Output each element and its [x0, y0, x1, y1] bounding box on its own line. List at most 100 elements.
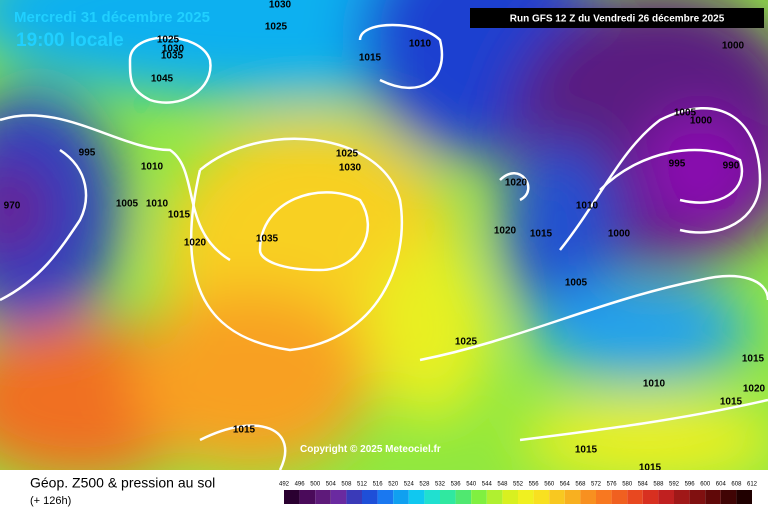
colorbar-label: 524 [404, 482, 415, 488]
colorbar-cell [736, 490, 752, 504]
isobar-label: 1000 [690, 116, 713, 127]
map-time: 19:00 locale [16, 30, 124, 51]
colorbar-label: 520 [388, 482, 399, 488]
isobar-label: 1005 [565, 278, 588, 289]
colorbar-label: 580 [622, 482, 633, 488]
colorbar-label: 588 [653, 482, 664, 488]
colorbar-label: 604 [716, 482, 727, 488]
copyright: Copyright © 2025 Meteociel.fr [300, 444, 441, 455]
isobar-labels: 1030102510101015100010251030103510459951… [4, 0, 766, 474]
colorbar-cell [315, 490, 331, 504]
isobar-label: 1015 [359, 53, 382, 64]
isobar-label: 1015 [639, 463, 662, 474]
isobar-label: 1020 [184, 238, 207, 249]
colorbar-label: 500 [310, 482, 321, 488]
map-field [0, 0, 768, 470]
colorbar-cell [611, 490, 628, 504]
colorbar-cell [299, 490, 316, 504]
colorbar-label: 600 [700, 482, 711, 488]
isobar-label: 1025 [336, 149, 359, 160]
colorbar-cell [330, 490, 347, 504]
colorbar-cell [689, 490, 706, 504]
colorbar-label: 540 [466, 482, 477, 488]
isobar-label: 1025 [265, 22, 288, 33]
colorbar-label: 568 [575, 482, 586, 488]
isobar-label: 1015 [575, 445, 598, 456]
colorbar-cell [533, 490, 550, 504]
colorbar-label: 516 [373, 482, 384, 488]
isobar-label: 1015 [742, 354, 765, 365]
colorbar-cell [627, 490, 643, 504]
colorbar-label: 612 [747, 482, 758, 488]
colorbar-cell [362, 490, 378, 504]
colorbar-label: 584 [638, 482, 649, 488]
colorbar-label: 528 [419, 482, 430, 488]
colorbar-cell [720, 490, 737, 504]
isobar-label: 1010 [146, 199, 169, 210]
colorbar-cell [377, 490, 394, 504]
isobar-label: 1005 [674, 108, 697, 119]
isobar-label: 995 [79, 148, 96, 159]
isobar-label: 1010 [576, 201, 599, 212]
run-info: Run GFS 12 Z du Vendredi 26 décembre 202… [510, 14, 725, 25]
isobar-label: 1025 [455, 337, 478, 348]
isobar-label: 1030 [162, 44, 185, 55]
colorbar-label: 492 [279, 482, 290, 488]
isobar-label: 1025 [157, 35, 180, 46]
isobar-label: 1035 [256, 234, 279, 245]
isobar-label: 990 [723, 161, 740, 172]
colorbar-label: 556 [529, 482, 540, 488]
isobar-label: 1015 [168, 210, 191, 221]
colorbar-cell [502, 490, 518, 504]
colorbar-cell [549, 490, 565, 504]
colorbar-label: 572 [591, 482, 602, 488]
isobar-label: 1020 [743, 384, 766, 395]
isobar-label: 1045 [151, 74, 174, 85]
colorbar-label: 608 [731, 482, 742, 488]
colorbar-cell [471, 490, 487, 504]
colorbar-label: 544 [482, 482, 493, 488]
isobar-label: 1000 [722, 41, 745, 52]
map-date: Mercredi 31 décembre 2025 [14, 9, 210, 26]
isobar-label: 1030 [339, 163, 362, 174]
colorbar-cell [674, 490, 690, 504]
colorbar-label: 508 [341, 482, 352, 488]
colorbar-cell [486, 490, 503, 504]
colorbar-label: 592 [669, 482, 680, 488]
colorbar-cell [393, 490, 409, 504]
isobar-label: 1035 [161, 51, 184, 62]
colorbar-label: 552 [513, 482, 524, 488]
isobar-label: 1005 [116, 199, 139, 210]
colorbar-cell [346, 490, 362, 504]
isobar-label: 1020 [505, 178, 528, 189]
colorbar-label: 564 [560, 482, 571, 488]
isobar-label: 1010 [643, 379, 666, 390]
isobar-label: 1030 [269, 0, 292, 11]
colorbar-label: 496 [295, 482, 306, 488]
colorbar: 492 496 500 504 508 512 516 520 524 528 532 536 540 5… [279, 482, 758, 504]
colorbar-cell [596, 490, 612, 504]
colorbar-label: 504 [326, 482, 337, 488]
footer-lead: (+ 126h) [30, 495, 71, 507]
isobar-label: 1010 [409, 39, 432, 50]
colorbar-cell [518, 490, 534, 504]
colorbar-cell [642, 490, 659, 504]
colorbar-cell [284, 490, 300, 504]
isobar-label: 1015 [530, 229, 553, 240]
colorbar-cell [705, 490, 721, 504]
isobar-label: 1020 [494, 226, 517, 237]
colorbar-cell [564, 490, 581, 504]
colorbar-label: 560 [544, 482, 555, 488]
colorbar-label: 532 [435, 482, 446, 488]
colorbar-label: 512 [357, 482, 368, 488]
colorbar-label: 576 [607, 482, 618, 488]
isobar-label: 970 [4, 201, 21, 212]
isobar-label: 1015 [720, 397, 743, 408]
isobar-label: 995 [669, 159, 686, 170]
footer-title: Géop. Z500 & pression au sol [30, 475, 215, 491]
run-box [470, 8, 764, 28]
colorbar-cell [408, 490, 425, 504]
colorbar-cell [658, 490, 674, 504]
colorbar-label: 596 [685, 482, 696, 488]
